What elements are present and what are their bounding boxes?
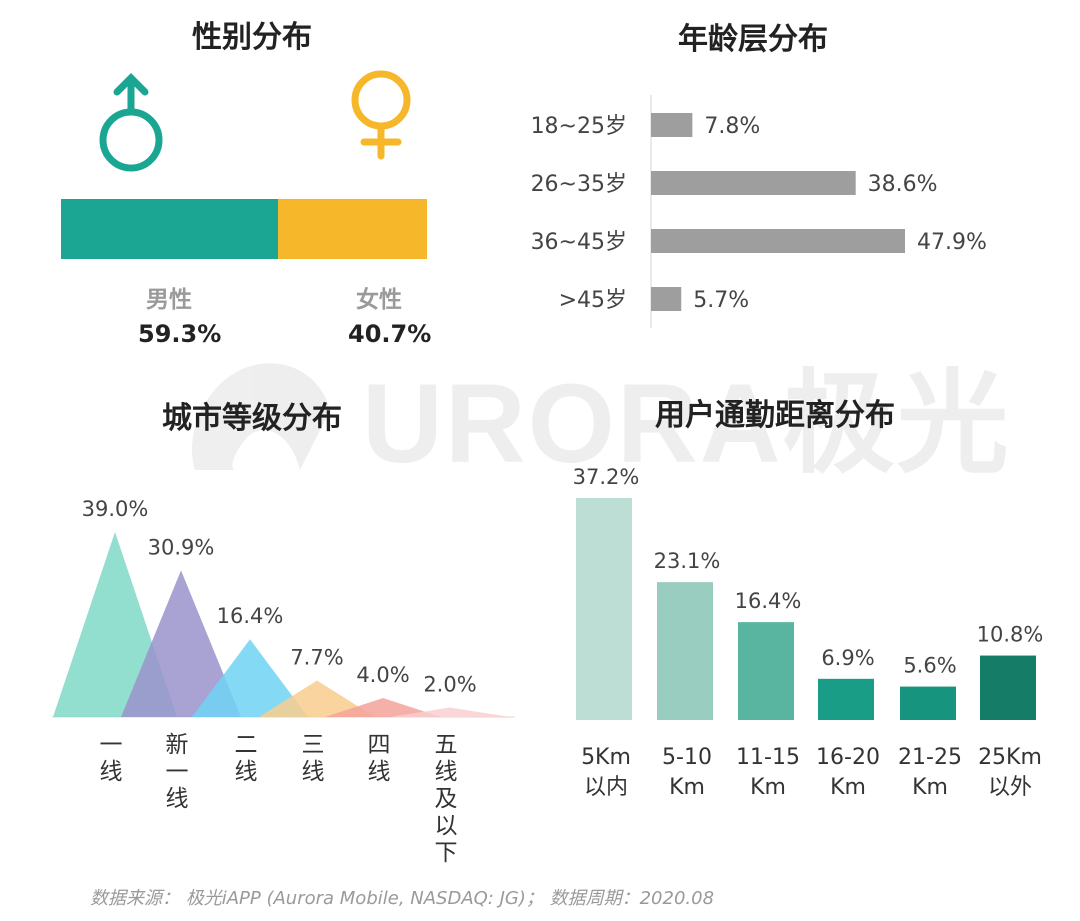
age-value-label: 5.7% xyxy=(693,288,749,313)
city-value-label: 2.0% xyxy=(423,673,476,697)
female-label: 女性 xyxy=(356,287,402,313)
age-bar xyxy=(651,229,905,253)
commute-category-label: 21-25 Km xyxy=(898,745,962,800)
commute-category-label: 5Km 以内 xyxy=(581,745,631,800)
age-value-label: 38.6% xyxy=(868,172,938,197)
commute-bar xyxy=(980,655,1036,720)
female-value: 40.7% xyxy=(348,320,432,348)
city-triangle xyxy=(121,570,241,717)
commute-bar xyxy=(818,678,874,720)
city-triangle xyxy=(192,639,308,717)
commute-category-label: 5-10 Km xyxy=(662,745,712,800)
male-label: 男性 xyxy=(146,287,192,313)
commute-category-label: 16-20 Km xyxy=(816,745,880,800)
age-value-label: 7.8% xyxy=(704,114,760,139)
gender-bar-male xyxy=(61,199,279,259)
city-triangle xyxy=(259,680,375,717)
male-icon xyxy=(99,73,163,172)
commute-value-label: 23.1% xyxy=(654,549,721,573)
age-value-label: 47.9% xyxy=(917,230,987,255)
city-category-label: 四线 xyxy=(368,732,391,785)
commute-category-label: 11-15 Km xyxy=(736,745,800,800)
age-category-label: 18~25岁 xyxy=(531,114,627,139)
commute-value-label: 10.8% xyxy=(977,623,1044,647)
age-bar xyxy=(651,171,856,195)
city-value-label: 16.4% xyxy=(217,604,284,628)
city-title: 城市等级分布 xyxy=(162,401,342,436)
commute-value-label: 5.6% xyxy=(903,654,956,678)
commute-bar xyxy=(738,622,794,720)
age-category-label: >45岁 xyxy=(559,288,627,313)
gender-title: 性别分布 xyxy=(192,20,312,55)
city-category-label: 二线 xyxy=(235,732,258,785)
age-category-label: 36~45岁 xyxy=(531,230,627,255)
commute-value-label: 16.4% xyxy=(735,589,802,613)
commute-title: 用户通勤距离分布 xyxy=(655,398,895,433)
city-category-label: 三线 xyxy=(302,732,325,785)
female-icon xyxy=(351,70,411,160)
city-value-label: 7.7% xyxy=(290,645,343,669)
city-value-label: 4.0% xyxy=(356,663,409,687)
commute-value-label: 37.2% xyxy=(573,465,640,489)
gender-bar-female xyxy=(278,199,427,259)
city-category-label: 新一线 xyxy=(166,732,189,812)
city-category-label: 一线 xyxy=(100,732,123,785)
city-value-label: 30.9% xyxy=(148,535,215,559)
commute-category-label: 25Km 以外 xyxy=(978,745,1042,800)
city-category-label: 五线及以下 xyxy=(435,732,458,866)
age-title: 年龄层分布 xyxy=(678,22,828,57)
age-bar xyxy=(651,287,682,311)
city-value-label: 39.0% xyxy=(82,497,149,521)
city-triangle xyxy=(325,698,441,717)
age-category-label: 26~35岁 xyxy=(531,172,627,197)
age-bar xyxy=(651,113,693,137)
source-note: 数据来源： 极光iAPP (Aurora Mobile, NASDAQ: JG)… xyxy=(90,888,715,909)
city-triangle xyxy=(390,707,510,717)
male-value: 59.3% xyxy=(138,320,222,348)
commute-bar xyxy=(900,686,956,720)
commute-value-label: 6.9% xyxy=(821,646,874,670)
commute-bar xyxy=(657,582,713,720)
commute-bar xyxy=(576,498,632,720)
